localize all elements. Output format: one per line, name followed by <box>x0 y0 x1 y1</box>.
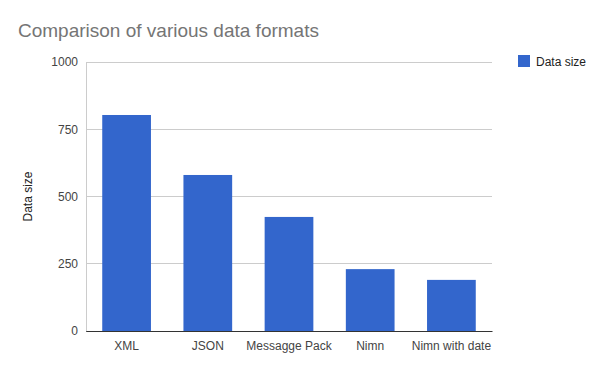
y-tick: 250 <box>58 257 86 271</box>
y-tick-label: 500 <box>58 190 78 204</box>
x-axis: XML JSON Messagge Pack Nimn Nimn with date <box>87 331 493 353</box>
x-tick: Messagge Pack <box>246 331 332 353</box>
plot: 0 250 500 750 1000 XML JSON Messagge Pack Nimn Ni… <box>51 55 492 352</box>
y-tick: 0 <box>71 324 86 338</box>
x-axis-line <box>87 331 493 332</box>
grid <box>86 62 492 331</box>
bar <box>346 269 395 331</box>
grid-line <box>86 62 492 63</box>
legend-item: Data size <box>518 55 586 69</box>
legend: Data size <box>518 55 586 69</box>
x-tick: XML <box>114 331 139 353</box>
bar <box>183 175 232 331</box>
y-tick: 1000 <box>51 55 86 69</box>
title: Comparison of various data formats <box>18 20 319 41</box>
x-tick-label: Nimn with date <box>412 339 492 353</box>
y-tick: 500 <box>58 190 86 204</box>
y-tick: 750 <box>58 123 86 137</box>
bar <box>265 217 314 331</box>
x-tick-label: JSON <box>192 339 224 353</box>
legend-swatch <box>518 55 530 67</box>
bar <box>427 280 476 331</box>
x-tick-label: XML <box>114 339 139 353</box>
y-tick-label: 1000 <box>51 55 78 69</box>
bars <box>102 115 476 331</box>
bar <box>102 115 151 331</box>
chart: Comparison of various data formats 0 250 50… <box>0 0 600 371</box>
legend-label: Data size <box>536 55 586 69</box>
x-tick: Nimn <box>356 331 384 353</box>
y-axis-line <box>86 63 87 332</box>
y-axis: 0 250 500 750 1000 <box>51 55 86 338</box>
x-tick-label: Nimn <box>356 339 384 353</box>
y-axis-title: Data size <box>21 171 35 221</box>
x-tick: JSON <box>192 331 224 353</box>
x-tick-label: Messagge Pack <box>246 339 332 353</box>
y-tick-label: 250 <box>58 257 78 271</box>
y-tick-label: 750 <box>58 123 78 137</box>
y-tick-label: 0 <box>71 324 78 338</box>
x-tick: Nimn with date <box>412 331 492 353</box>
